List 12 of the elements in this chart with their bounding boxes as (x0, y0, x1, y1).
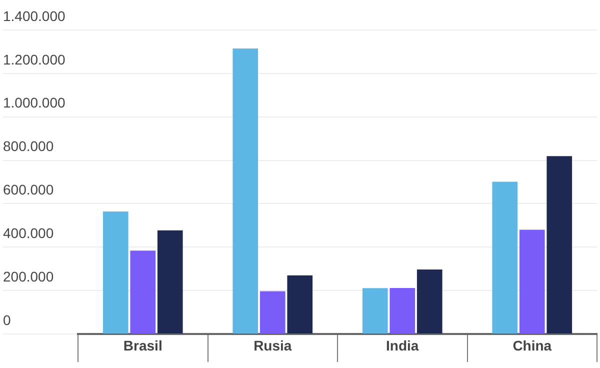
y-tick-label: 1.000.000 (3, 94, 66, 111)
y-tick-label: 1.200.000 (3, 51, 66, 68)
y-tick-label: 800.000 (3, 138, 54, 154)
x-tick-label: India (386, 337, 419, 354)
x-tick-label: Brasil (123, 337, 162, 354)
y-tick-label: 400.000 (3, 225, 54, 241)
y-tick-label: 1.400.000 (3, 8, 66, 24)
y-tick-label: 600.000 (3, 182, 54, 198)
x-tick-label: Rusia (254, 337, 292, 354)
x-tick-label: China (512, 337, 552, 354)
y-tick-label: 0 (3, 312, 11, 328)
y-tick-label: 200.000 (3, 268, 54, 284)
